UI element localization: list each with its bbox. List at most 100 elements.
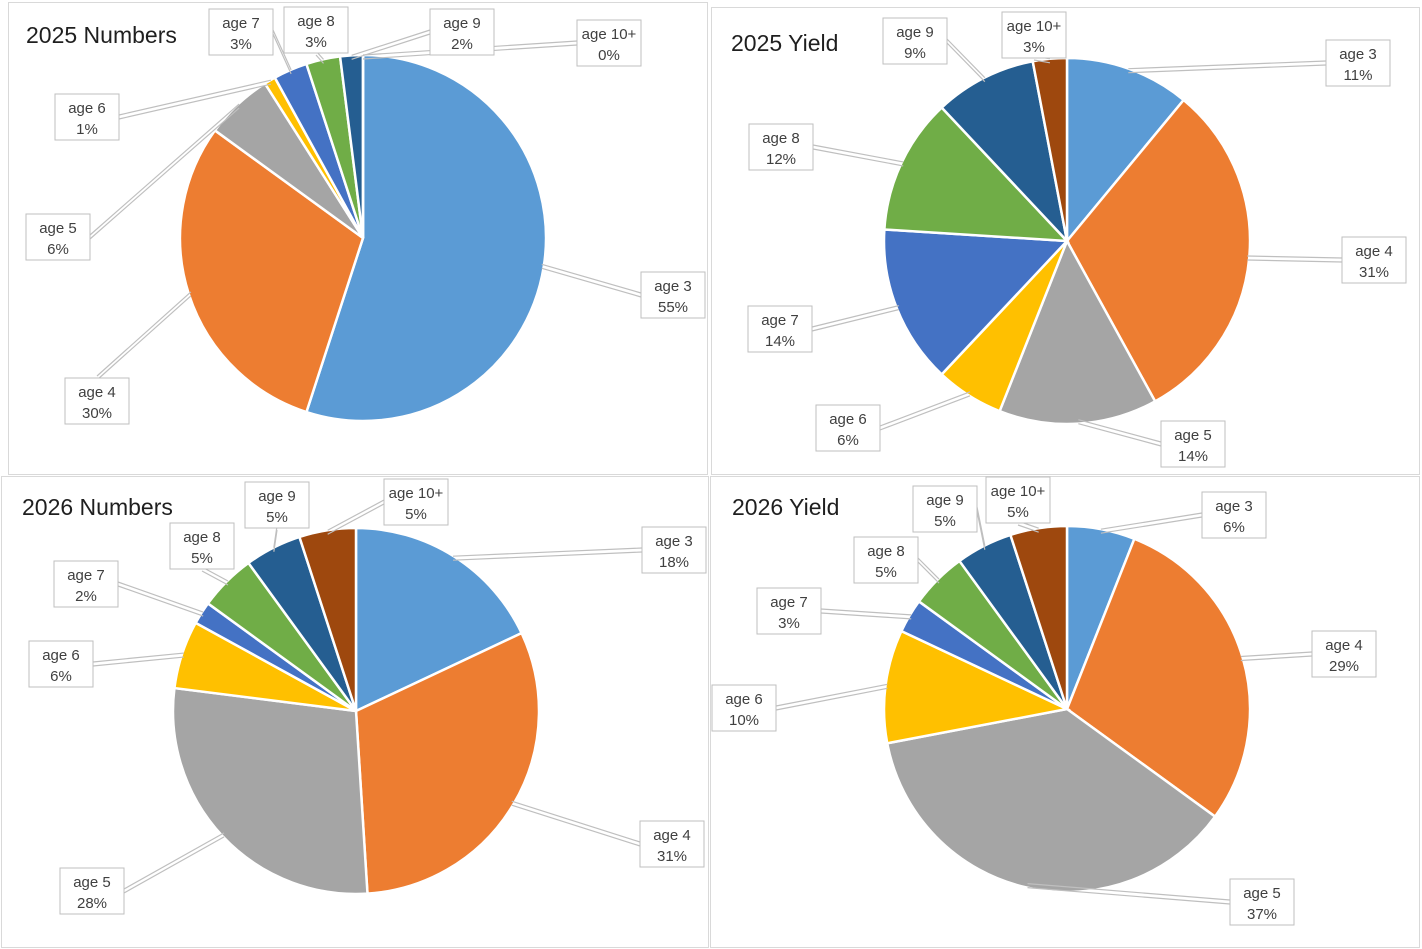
pie-slices bbox=[882, 524, 1252, 894]
leader-line-age-3 bbox=[1100, 512, 1203, 534]
leader-line-age-3 bbox=[1128, 60, 1327, 74]
data-label-age-4: age 4 31% bbox=[1341, 236, 1407, 284]
leader-line-age-6 bbox=[92, 652, 184, 667]
label-category: age 3 bbox=[1339, 46, 1377, 63]
label-value: 1% bbox=[76, 121, 98, 138]
label-category: age 3 bbox=[655, 533, 693, 550]
leader-line-age-6 bbox=[879, 391, 971, 431]
label-value: 14% bbox=[765, 333, 795, 350]
label-value: 11% bbox=[1344, 67, 1373, 84]
leader-line-age-5 bbox=[1027, 883, 1231, 905]
label-value: 10% bbox=[729, 712, 759, 729]
pie-chart-svg: age 355%age 430%age 56%age 61%age 73%age… bbox=[25, 6, 706, 425]
label-category: age 6 bbox=[42, 647, 80, 664]
leader-line-age-5 bbox=[1078, 419, 1162, 447]
pie-chart-svg: age 318%age 431%age 528%age 66%age 72%ag… bbox=[28, 478, 707, 915]
label-value: 55% bbox=[658, 299, 688, 316]
leader-line-age-7 bbox=[811, 305, 899, 332]
pie-slice-age-10 bbox=[297, 526, 358, 712]
leader-line-age-10 bbox=[327, 499, 385, 535]
pie-slice-age-6 bbox=[882, 629, 1072, 745]
label-category: age 8 bbox=[183, 529, 221, 546]
data-label-age-10: age 10+ 5% bbox=[985, 476, 1051, 524]
label-value: 28% bbox=[77, 895, 107, 912]
label-category: age 5 bbox=[39, 220, 77, 237]
data-label-age-8: age 8 12% bbox=[748, 123, 814, 171]
label-value: 6% bbox=[50, 668, 72, 685]
label-value: 3% bbox=[778, 615, 800, 632]
label-value: 31% bbox=[1359, 264, 1389, 281]
chart-panel-2026-numbers: age 3 18% age 4 31% age 5 28% age 6 6% age 7 2% ag… bbox=[1, 476, 709, 948]
pie-slices bbox=[178, 53, 548, 423]
label-category: age 4 bbox=[653, 827, 691, 844]
leader-line-age-8 bbox=[917, 557, 940, 584]
data-label-age-6: age 6 6% bbox=[28, 640, 94, 688]
label-category: age 5 bbox=[1174, 427, 1212, 444]
label-value: 5% bbox=[405, 506, 427, 523]
label-category: age 8 bbox=[297, 13, 335, 30]
label-value: 18% bbox=[659, 554, 689, 571]
chart-title: 2025 Yield bbox=[731, 30, 839, 56]
leader-lines bbox=[775, 506, 1313, 905]
data-label-age-8: age 8 5% bbox=[169, 522, 235, 570]
leader-line-age-7 bbox=[272, 29, 292, 75]
chart-panel-2025-yield: age 3 11% age 4 31% age 5 14% age 6 6% age 7 14% a… bbox=[711, 7, 1420, 475]
leader-line-age-5 bbox=[89, 103, 240, 240]
label-category: age 9 bbox=[896, 24, 934, 41]
data-label-age-7: age 7 3% bbox=[208, 8, 274, 56]
pie-slice-age-3 bbox=[304, 53, 548, 423]
leader-line-age-4 bbox=[1247, 255, 1343, 263]
data-label-age-7: age 7 14% bbox=[747, 305, 813, 353]
pie-slice-age-5 bbox=[171, 686, 369, 896]
label-value: 5% bbox=[266, 509, 288, 526]
pie-slice-age-4 bbox=[178, 128, 365, 414]
data-label-age-5: age 5 14% bbox=[1160, 420, 1226, 468]
data-label-age-4: age 4 30% bbox=[64, 377, 130, 425]
data-label-age-3: age 3 55% bbox=[640, 271, 706, 319]
leader-line-age-9 bbox=[976, 506, 986, 550]
data-label-age-10: age 10+ 3% bbox=[1001, 11, 1067, 59]
leader-line-age-4 bbox=[1240, 651, 1313, 662]
label-value: 5% bbox=[875, 564, 897, 581]
label-category: age 10+ bbox=[1007, 18, 1062, 35]
pie-slices bbox=[882, 56, 1252, 426]
data-label-age-9: age 9 2% bbox=[429, 8, 495, 56]
leader-line-age-4 bbox=[511, 800, 641, 847]
data-label-age-5: age 5 28% bbox=[59, 867, 125, 915]
label-category: age 7 bbox=[222, 15, 260, 32]
label-value: 0% bbox=[598, 47, 620, 64]
label-value: 6% bbox=[837, 432, 859, 449]
chart-title: 2025 Numbers bbox=[26, 22, 177, 48]
label-value: 2% bbox=[75, 588, 97, 605]
label-category: age 4 bbox=[1355, 243, 1393, 260]
label-category: age 6 bbox=[725, 691, 763, 708]
pie-slices bbox=[171, 526, 541, 896]
label-value: 30% bbox=[82, 405, 112, 422]
label-category: age 3 bbox=[654, 278, 692, 295]
label-value: 6% bbox=[1223, 519, 1245, 536]
leader-line-age-6 bbox=[118, 79, 271, 120]
data-labels: age 318%age 431%age 528%age 66%age 72%ag… bbox=[28, 478, 707, 915]
leader-line-age-5 bbox=[123, 832, 225, 894]
leader-lines bbox=[811, 38, 1343, 447]
data-label-age-6: age 6 1% bbox=[54, 93, 120, 141]
leader-line-age-3 bbox=[452, 547, 643, 561]
pie-slice-age-4 bbox=[1065, 98, 1252, 404]
leader-line-age-8 bbox=[812, 144, 904, 167]
label-category: age 7 bbox=[67, 567, 105, 584]
label-category: age 8 bbox=[867, 543, 905, 560]
data-label-age-7: age 7 2% bbox=[53, 560, 119, 608]
data-labels: age 36%age 429%age 537%age 610%age 73%ag… bbox=[711, 476, 1377, 926]
label-value: 14% bbox=[1178, 448, 1208, 465]
leader-lines bbox=[92, 499, 643, 894]
label-value: 5% bbox=[191, 550, 213, 567]
chart-panel-2025-numbers: age 3 55% age 4 30% age 5 6% age 6 1% age 7 3% age… bbox=[8, 2, 708, 475]
data-label-age-10: age 10+ 5% bbox=[383, 478, 449, 526]
label-category: age 5 bbox=[1243, 885, 1281, 902]
label-value: 2% bbox=[451, 36, 473, 53]
data-label-age-9: age 9 5% bbox=[912, 485, 978, 533]
label-category: age 9 bbox=[258, 488, 296, 505]
leader-line-age-7 bbox=[820, 608, 912, 620]
data-label-age-10: age 10+ 0% bbox=[576, 19, 642, 67]
pie-slice-age-5 bbox=[885, 707, 1217, 894]
